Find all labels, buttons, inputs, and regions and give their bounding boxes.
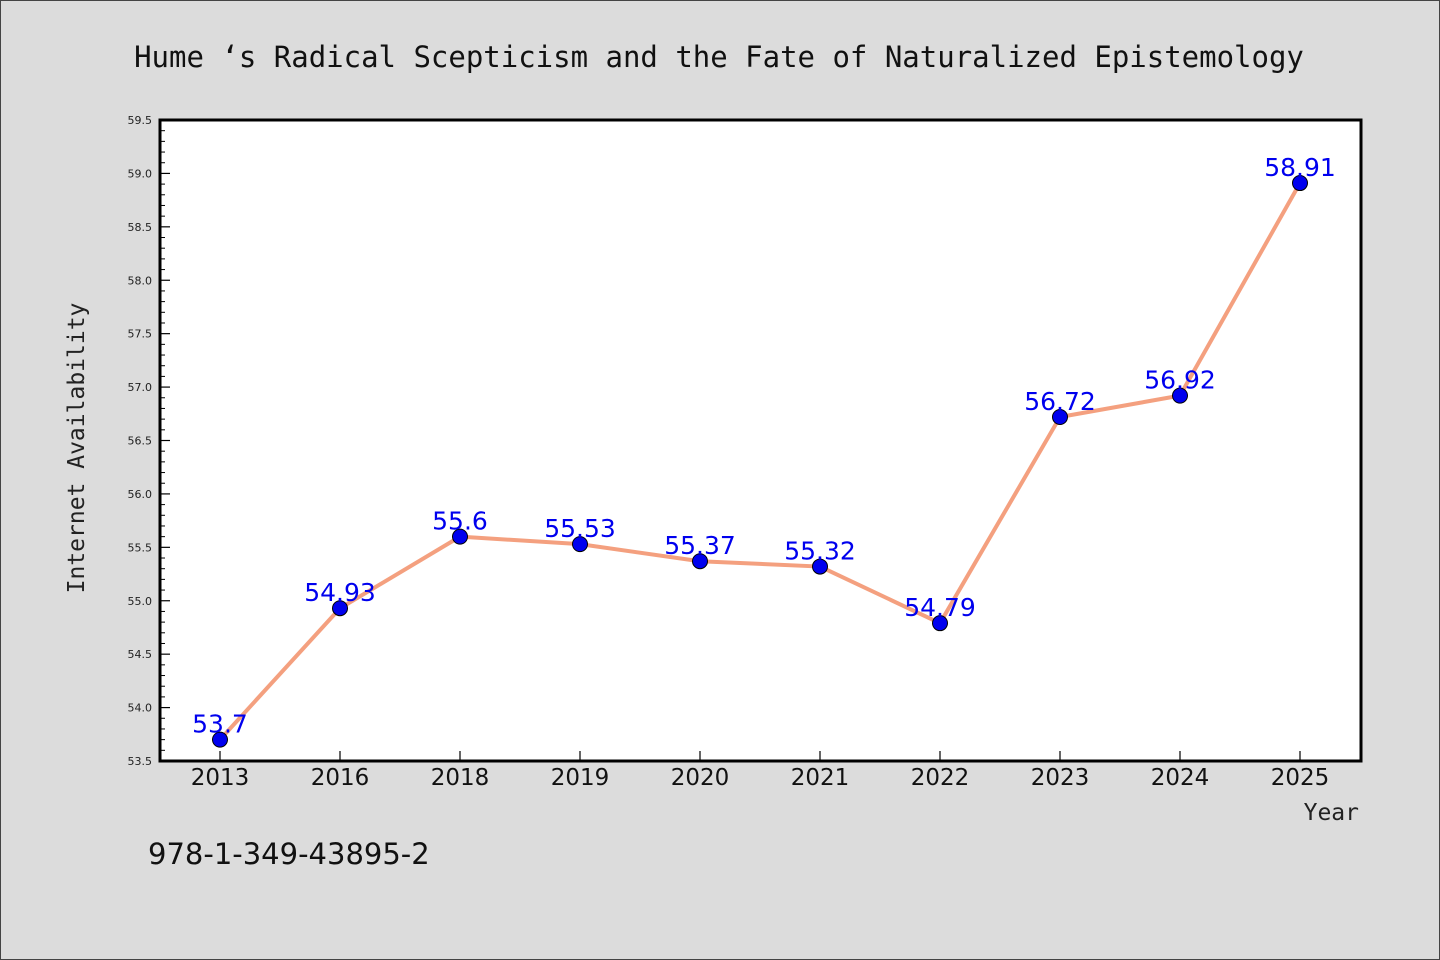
data-label: 55.53: [544, 514, 616, 543]
data-label: 56.72: [1024, 387, 1096, 416]
x-tick-label: 2020: [671, 765, 730, 791]
y-tick-label: 57.0: [128, 381, 153, 394]
y-tick-label: 54.0: [128, 702, 153, 715]
isbn-text: 978-1-349-43895-2: [148, 837, 430, 871]
x-tick-label: 2025: [1271, 765, 1330, 791]
x-tick-label: 2016: [311, 765, 370, 791]
y-tick-label: 53.5: [128, 755, 153, 768]
y-tick-label: 56.5: [128, 435, 153, 448]
data-point: [1052, 408, 1068, 425]
x-tick-label: 2019: [551, 765, 610, 791]
data-label: 55.37: [664, 531, 736, 560]
y-tick-label: 55.0: [128, 595, 153, 608]
y-tick-label: 59.5: [128, 114, 153, 127]
y-tick-label: 56.0: [128, 488, 153, 501]
data-label: 56.92: [1144, 366, 1216, 395]
y-tick-label: 55.5: [128, 541, 153, 554]
data-label: 55.6: [432, 507, 488, 536]
plot-area: [158, 118, 1363, 763]
x-axis: 2013 2016 2018 2019 2020 2021 2022 2023 2024 2025: [191, 751, 1330, 791]
x-tick-label: 2021: [791, 765, 850, 791]
y-axis-label: Internet Availability: [64, 303, 90, 594]
data-label: 54.79: [904, 593, 976, 622]
data-label: 54.93: [304, 578, 376, 607]
series-line: [212, 175, 1308, 748]
data-point: [332, 600, 348, 617]
x-tick-label: 2023: [1031, 765, 1090, 791]
y-axis: 53.5 54.0 54.5 55.0 55.5 56.0 56.5 57.0 57.5 58.0…: [128, 114, 170, 768]
data-point: [932, 615, 948, 632]
data-point: [452, 528, 468, 545]
chart-title: Hume ‘s Radical Scepticism and the Fate …: [134, 40, 1304, 74]
data-labels: 53.7 54.93 55.6 55.53 55.37 55.32 54.79 56.72 56…: [192, 153, 1336, 739]
data-point: [212, 731, 228, 748]
y-tick-label: 59.0: [128, 167, 153, 180]
series-polyline: [218, 182, 1302, 741]
y-tick-label: 54.5: [128, 648, 153, 661]
x-tick-label: 2013: [191, 765, 250, 791]
data-label: 53.7: [192, 710, 248, 739]
data-point: [692, 553, 708, 570]
data-label: 58.91: [1264, 153, 1336, 182]
y-tick-label: 58.5: [128, 221, 153, 234]
data-point: [812, 558, 828, 575]
y-tick-label: 58.0: [128, 274, 153, 287]
x-tick-label: 2022: [911, 765, 970, 791]
data-point: [1292, 175, 1308, 192]
x-axis-label: Year: [1304, 800, 1359, 826]
y-tick-label: 57.5: [128, 328, 153, 341]
data-point: [572, 536, 588, 553]
x-tick-label: 2024: [1151, 765, 1210, 791]
data-point: [1172, 387, 1188, 404]
x-tick-label: 2018: [431, 765, 490, 791]
data-label: 55.32: [784, 537, 856, 566]
